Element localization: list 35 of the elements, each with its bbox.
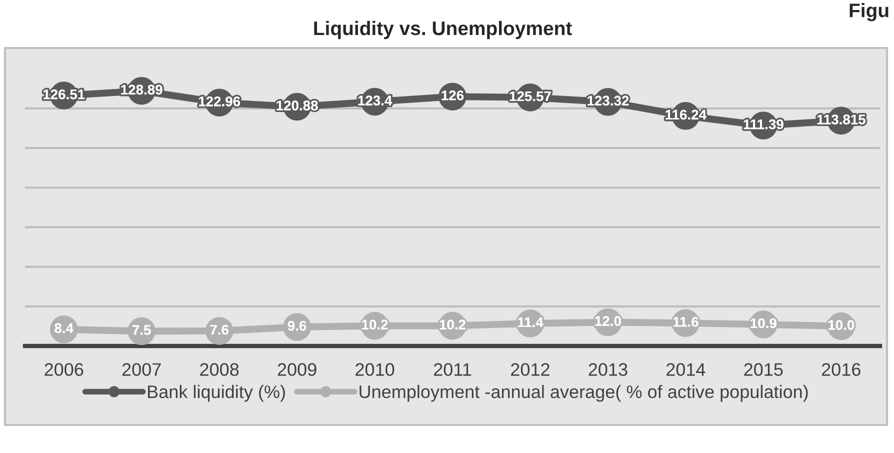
x-tick-label: 2016	[822, 363, 860, 376]
x-tick-label: 2013	[588, 363, 628, 376]
x-tick-label: 2008	[200, 363, 239, 376]
x-tick-label: 2006	[44, 363, 84, 376]
data-label: 111.39	[744, 119, 784, 130]
data-label: 7.6	[210, 324, 228, 335]
data-label: 116.24	[666, 110, 706, 120]
data-label: 10.2	[440, 320, 466, 330]
data-label: 126	[442, 90, 464, 100]
data-label: 120.88	[276, 100, 318, 110]
text: Figu	[850, 3, 888, 22]
legend-label: Unemployment -annual average( % of active population)	[360, 384, 808, 402]
data-label: 123.4	[358, 96, 392, 106]
data-label: 123.32	[588, 96, 629, 106]
data-label: 11.6	[673, 316, 698, 327]
x-tick-label: 2014	[666, 363, 706, 376]
data-label: 7.5	[132, 325, 151, 335]
x-tick-label: 2015	[744, 363, 783, 376]
x-tick-label: 2009	[278, 363, 316, 376]
data-label: 125.57	[510, 91, 551, 102]
x-tick-label: 2007	[122, 363, 161, 376]
chart-title: Liquidity vs. Unemployment	[314, 20, 572, 40]
data-label: 8.4	[54, 323, 74, 334]
x-tick-label: 2010	[356, 363, 394, 376]
data-label: 10.2	[362, 320, 388, 330]
legend-label: Bank liquidity (%)	[148, 384, 285, 402]
x-tick-label: 2012	[511, 363, 550, 376]
data-label: 11.4	[518, 317, 544, 328]
data-label: 122.96	[198, 96, 240, 106]
data-label: 128.89	[121, 84, 162, 95]
x-tick-label: 2011	[434, 363, 472, 376]
data-label: 12.0	[595, 316, 621, 326]
data-label: 10.9	[750, 318, 776, 328]
data-label: 9.6	[288, 320, 306, 331]
data-label: 10.0	[828, 320, 854, 330]
